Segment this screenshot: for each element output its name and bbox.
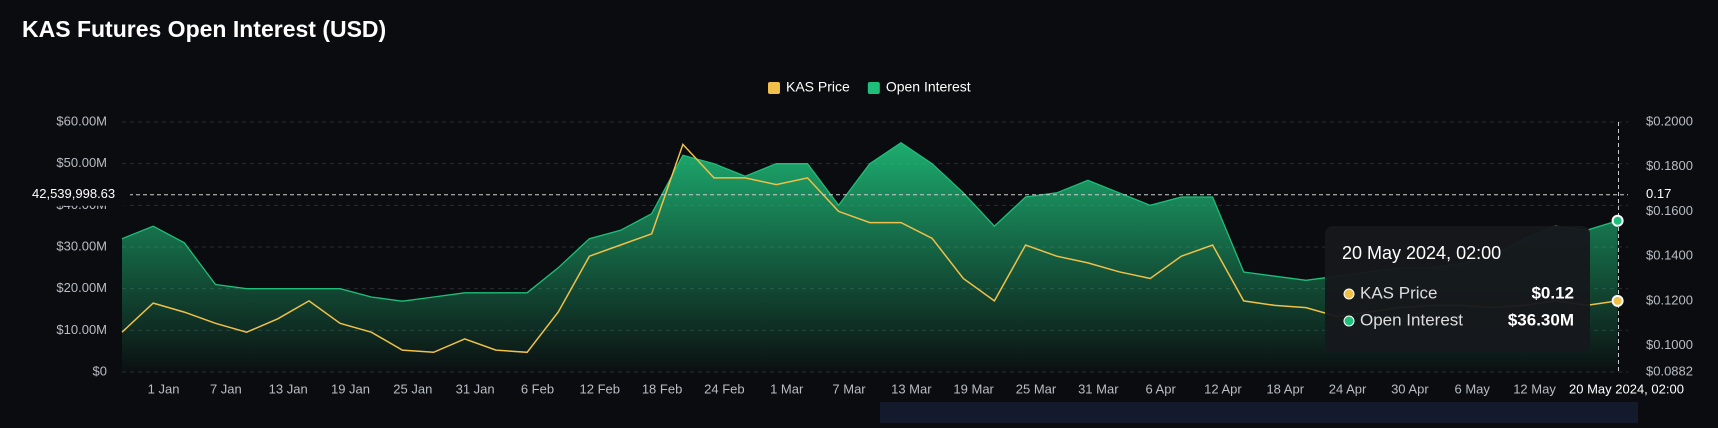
x-tick-label: 13 Mar bbox=[891, 381, 932, 396]
x-tick-label: 12 Apr bbox=[1204, 381, 1242, 396]
tooltip-dot bbox=[1343, 315, 1355, 327]
chart-title: KAS Futures Open Interest (USD) bbox=[22, 16, 386, 42]
x-tick-label: 24 Apr bbox=[1329, 381, 1367, 396]
y-tick-label: $50.00M bbox=[56, 155, 107, 170]
hover-point bbox=[1611, 214, 1624, 227]
y-tick-label: $10.00M bbox=[56, 322, 107, 337]
legend-label: Open Interest bbox=[886, 79, 971, 95]
hover-point bbox=[1611, 294, 1624, 307]
x-tick-label: 6 Apr bbox=[1145, 381, 1176, 396]
x-tick-label: 19 Mar bbox=[953, 381, 994, 396]
tooltip-box bbox=[1325, 226, 1590, 352]
area bbox=[122, 142, 1618, 372]
legend-swatch bbox=[867, 82, 880, 94]
crosshair-x-label: 20 May 2024, 02:00 bbox=[1569, 381, 1684, 396]
y-tick-label: $20.00M bbox=[56, 280, 107, 295]
tooltip-value: $36.30M bbox=[1508, 310, 1574, 329]
y2-tick-label: $0.0882 bbox=[1646, 363, 1693, 378]
crosshair-y-box bbox=[26, 183, 130, 206]
x-tick-label: 24 Feb bbox=[704, 381, 744, 396]
x-tick-label: 31 Jan bbox=[456, 381, 495, 396]
x-tick-label: 25 Mar bbox=[1016, 381, 1057, 396]
x-tick-label: 19 Jan bbox=[331, 381, 370, 396]
x-tick-label: 31 Mar bbox=[1078, 381, 1119, 396]
x-tick-label: 18 Apr bbox=[1266, 381, 1304, 396]
x-tick-label: 6 Feb bbox=[521, 381, 554, 396]
x-tick-label: 13 Jan bbox=[269, 381, 308, 396]
tooltip-title: 20 May 2024, 02:00 bbox=[1342, 243, 1501, 263]
y2-tick-label: $0.2000 bbox=[1646, 113, 1693, 128]
y-tick-label: $0 bbox=[93, 363, 107, 378]
y-tick-label: $60.00M bbox=[56, 113, 107, 128]
legend-label: KAS Price bbox=[786, 79, 850, 95]
y-tick-label: $30.00M bbox=[56, 238, 107, 253]
x-tick-label: 7 Jan bbox=[210, 381, 242, 396]
x-tick-label: 18 Feb bbox=[642, 381, 682, 396]
x-tick-label: 30 Apr bbox=[1391, 381, 1429, 396]
y2-tick-label: $0.1000 bbox=[1646, 337, 1693, 352]
tooltip-dot bbox=[1343, 288, 1355, 300]
tooltip-name: KAS Price bbox=[1360, 283, 1437, 302]
legend-swatch bbox=[768, 82, 780, 94]
crosshair-x-box bbox=[1558, 379, 1695, 401]
x-tick-label: 12 Feb bbox=[580, 381, 620, 396]
x-tick-label: 25 Jan bbox=[393, 381, 432, 396]
y2-tick-label: $0.1200 bbox=[1646, 292, 1693, 307]
tooltip-value: $0.12 bbox=[1531, 283, 1574, 302]
y2-tick-label: $0.1400 bbox=[1646, 248, 1693, 263]
y2-tick-label: $0.1800 bbox=[1646, 158, 1693, 173]
crosshair-y-label: 42,539,998.63 bbox=[32, 186, 115, 201]
range-navigator[interactable] bbox=[880, 402, 1638, 423]
x-tick-label: 1 Jan bbox=[148, 381, 180, 396]
tooltip: 20 May 2024, 02:00 KAS Price $0.12 Open Int… bbox=[1325, 226, 1590, 352]
x-tick-label: 12 May bbox=[1513, 381, 1556, 396]
y2-tick-label: $0.1600 bbox=[1646, 203, 1693, 218]
crosshair-y2-label: 0.17 bbox=[1646, 186, 1671, 201]
x-tick-label: 7 Mar bbox=[832, 381, 866, 396]
tooltip-name: Open Interest bbox=[1360, 310, 1463, 329]
x-tick-label: 1 Mar bbox=[770, 381, 804, 396]
x-tick-label: 6 May bbox=[1455, 381, 1491, 396]
